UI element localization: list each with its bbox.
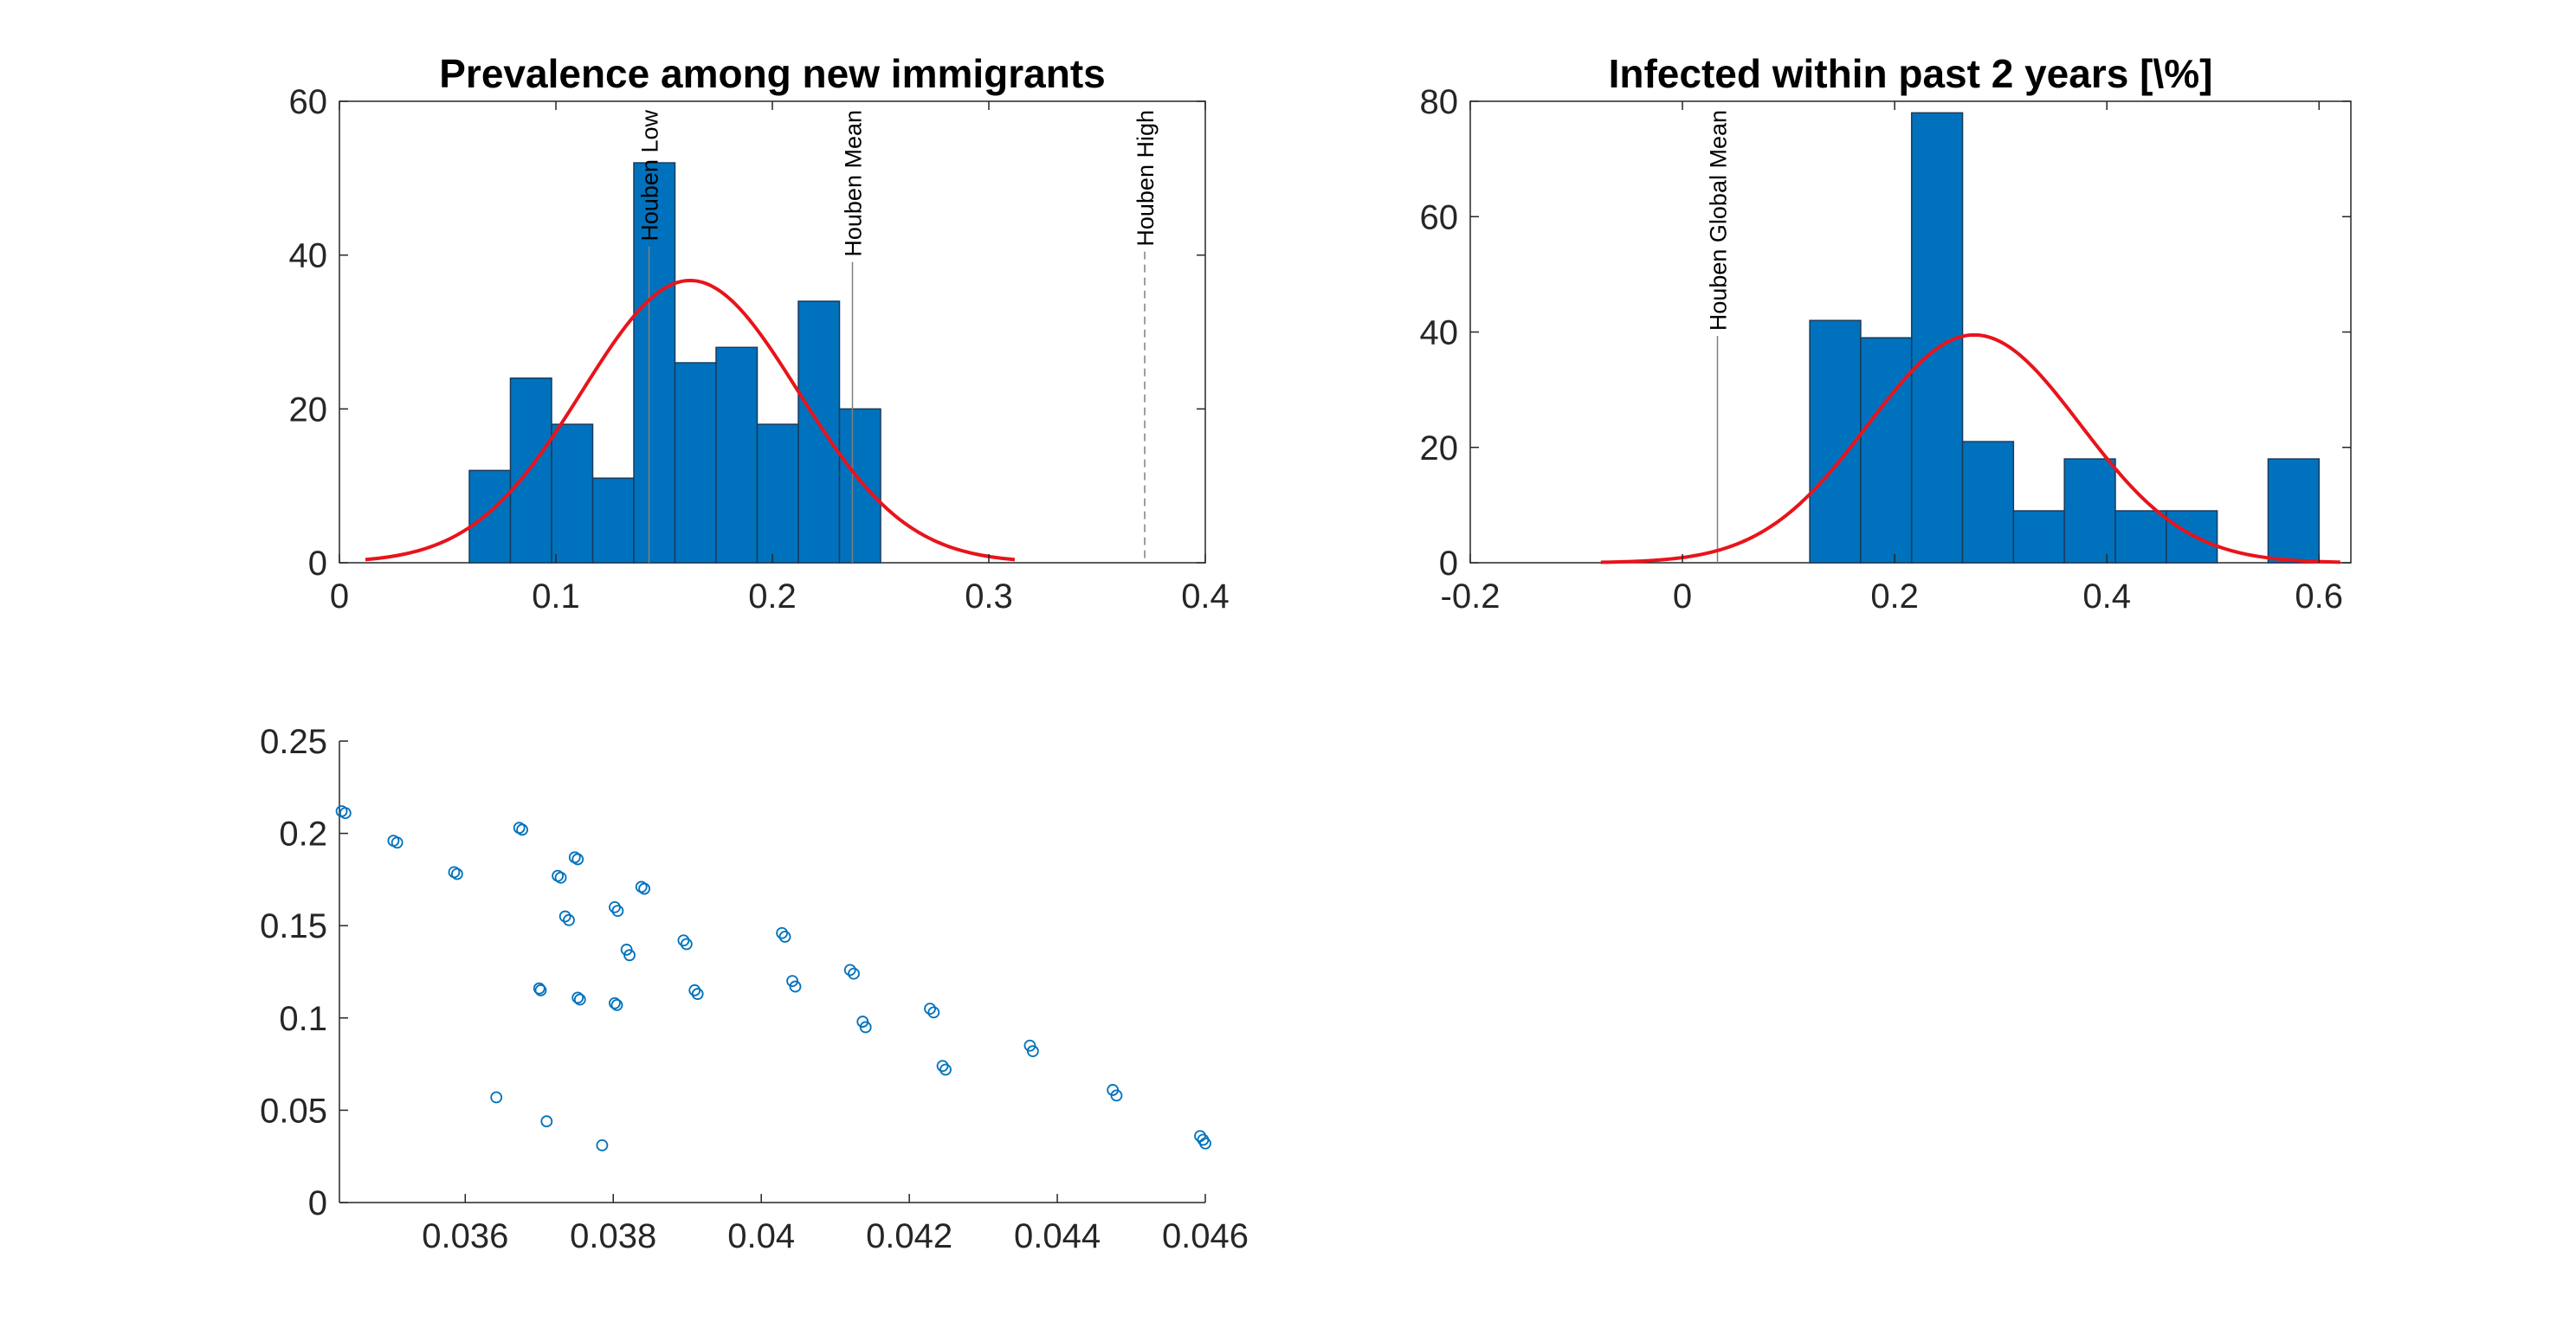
- scatter-point: [688, 984, 701, 996]
- y-tick-label: 0.15: [260, 907, 327, 945]
- y-tick-label: 0: [308, 1184, 327, 1222]
- scatter-point: [563, 913, 575, 926]
- scatter-point: [1199, 1137, 1211, 1150]
- x-tick-label: 0.036: [422, 1217, 508, 1255]
- histogram-bar: [551, 423, 594, 564]
- histogram-bar: [1860, 337, 1913, 564]
- histogram-prevalence-panel: Houben Low Houben Mean Houben High 0 0.1 0.2 0…: [289, 51, 1230, 616]
- scatter-point: [936, 1060, 949, 1073]
- scatter-point: [1026, 1045, 1039, 1058]
- chart-title: Prevalence among new immigrants: [439, 51, 1106, 96]
- histogram-bar: [756, 423, 799, 564]
- histogram-bar: [838, 408, 881, 564]
- y-tick-label: 0: [308, 545, 327, 583]
- y-tick-label: 0.1: [279, 1000, 327, 1038]
- y-tick-label: 20: [1420, 429, 1459, 468]
- x-tick-label: 0.044: [1014, 1217, 1101, 1255]
- x-tick-label: 0.2: [748, 577, 797, 616]
- histogram-bar: [591, 477, 635, 564]
- x-tick-label: 0.2: [1870, 577, 1919, 616]
- scatter-point: [939, 1063, 952, 1076]
- x-tick-label: 0.038: [570, 1217, 656, 1255]
- y-tick-label: 0: [1439, 545, 1458, 583]
- scatter-point: [540, 1115, 553, 1128]
- x-tick-label: 0.042: [866, 1217, 952, 1255]
- y-tick-label: 60: [289, 83, 328, 121]
- y-tick-label: 60: [1420, 198, 1459, 236]
- scatter-point: [691, 988, 704, 1000]
- scatter-point: [1110, 1089, 1123, 1102]
- x-tick-label: 0.4: [2082, 577, 2131, 616]
- scatter-panel: 0.036 0.038 0.04 0.042 0.044 0.046 0 0.05 0.1 0.1…: [260, 723, 1249, 1255]
- histogram-bar: [1809, 319, 1862, 564]
- scatter-point: [609, 996, 621, 1009]
- histogram-bar: [674, 362, 717, 564]
- scatter-point: [339, 807, 352, 820]
- scatter-point: [843, 964, 856, 977]
- scatter-point: [776, 926, 789, 939]
- scatter-point: [638, 882, 651, 895]
- chart-title: Infected within past 2 years [\%]: [1609, 51, 2213, 96]
- fit-curve: [365, 278, 1016, 562]
- scatter-point: [778, 931, 791, 943]
- histogram-bar: [2012, 510, 2065, 564]
- scatter-point: [571, 991, 584, 1004]
- scatter-point: [610, 998, 623, 1011]
- scatter-point: [450, 867, 463, 880]
- fit-curve: [1600, 332, 2340, 564]
- scatter-point: [789, 980, 802, 993]
- reference-line-label: Houben Global Mean: [1705, 110, 1731, 331]
- histogram-bar: [715, 346, 759, 564]
- reference-line-label: Houben High: [1133, 110, 1159, 247]
- histogram-bar: [509, 377, 552, 564]
- histogram-bar: [468, 469, 512, 564]
- x-tick-label: 0.046: [1162, 1217, 1249, 1255]
- scatter-point: [848, 967, 860, 980]
- histogram-bar: [633, 162, 676, 564]
- x-tick-label: 0.1: [532, 577, 580, 616]
- x-tick-label: 0.04: [727, 1217, 795, 1255]
- x-tick-label: 0: [330, 577, 349, 616]
- x-tick-label: 0.4: [1181, 577, 1230, 616]
- axes-box: [339, 741, 1205, 1203]
- x-tick-label: -0.2: [1441, 577, 1501, 616]
- scatter-point: [573, 993, 586, 1006]
- scatter-point: [859, 1021, 872, 1034]
- x-tick-label: 0: [1673, 577, 1692, 616]
- scatter-point: [677, 934, 690, 947]
- scatter-point: [680, 938, 693, 951]
- histogram-bar: [2267, 458, 2320, 564]
- histogram-bar: [1961, 441, 2015, 564]
- scatter-point: [554, 871, 567, 884]
- y-tick-label: 0.05: [260, 1092, 327, 1130]
- scatter-point: [609, 900, 621, 913]
- histogram-bar: [2063, 458, 2116, 564]
- y-tick-label: 40: [289, 237, 328, 275]
- x-tick-label: 0.6: [2295, 577, 2343, 616]
- scatter-point: [571, 853, 584, 866]
- y-tick-label: 20: [289, 390, 328, 429]
- scatter-point: [490, 1091, 503, 1104]
- histogram-bar: [2114, 510, 2167, 564]
- reference-line-label: Houben Low: [637, 110, 663, 242]
- y-tick-label: 0.2: [279, 816, 327, 854]
- scatter-point: [534, 984, 547, 996]
- histogram-infected-panel: Houben Global Mean-0.2 0 0.2 0.4 0.602040608…: [1420, 51, 2352, 616]
- y-tick-label: 80: [1420, 83, 1459, 121]
- scatter-point: [611, 905, 624, 918]
- scatter-point: [558, 910, 571, 923]
- y-tick-label: 0.25: [260, 723, 327, 761]
- scatter-point: [391, 836, 404, 849]
- y-tick-label: 40: [1420, 314, 1459, 352]
- reference-line-label: Houben Mean: [841, 110, 867, 257]
- scatter-point: [924, 1003, 936, 1016]
- scatter-point: [623, 949, 636, 962]
- histogram-bar: [797, 300, 841, 564]
- scatter-point: [533, 982, 546, 995]
- scatter-point: [596, 1139, 609, 1151]
- scatter-point: [927, 1006, 940, 1019]
- scatter-point: [516, 823, 529, 836]
- x-tick-label: 0.3: [965, 577, 1013, 616]
